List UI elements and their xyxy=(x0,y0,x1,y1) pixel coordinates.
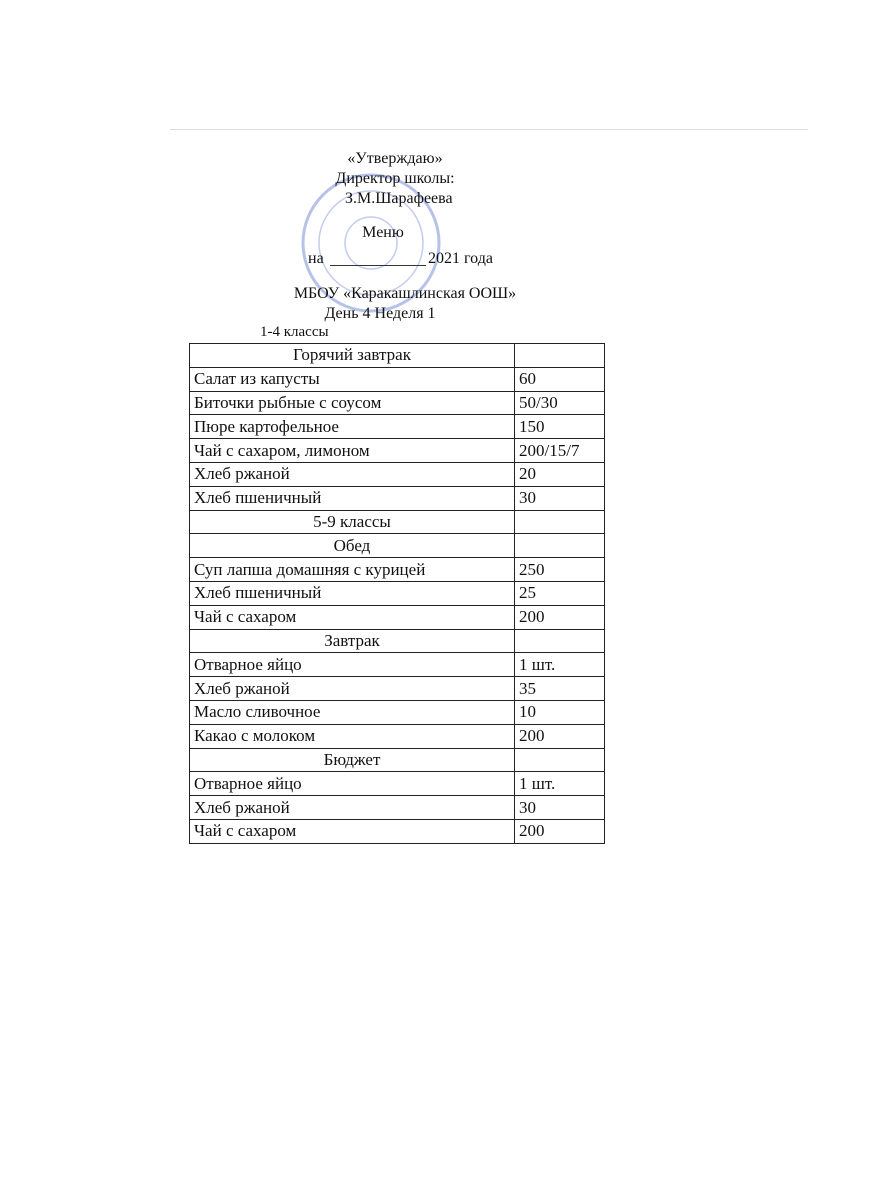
amount-cell: 20 xyxy=(514,461,605,487)
amount-cell: 200/15/7 xyxy=(514,438,605,463)
amount-cell: 150 xyxy=(514,414,605,440)
dish-cell: Чай с сахаром, лимоном xyxy=(189,438,515,463)
dish-cell: Хлеб ржаной xyxy=(189,795,515,820)
amount-cell: 1 шт. xyxy=(514,652,605,678)
dish-cell: Отварное яйцо xyxy=(189,652,515,678)
section-cell: Обед xyxy=(189,533,515,559)
amount-cell: 30 xyxy=(514,485,605,511)
dish-cell: Салат из капусты xyxy=(189,366,515,392)
empty-cell xyxy=(514,509,605,535)
empty-cell xyxy=(514,343,605,368)
table-row: Какао с молоком 200 xyxy=(189,723,605,749)
table-row: Отварное яйцо 1 шт. xyxy=(189,771,605,797)
table-row: Завтрак xyxy=(189,628,605,654)
amount-cell: 25 xyxy=(514,580,605,606)
dish-cell: Хлеб пшеничный xyxy=(189,580,515,606)
amount-cell: 50/30 xyxy=(514,390,605,416)
table-row: Хлеб ржаной 35 xyxy=(189,676,605,701)
menu-title: Меню xyxy=(362,224,404,241)
table-row: Салат из капусты 60 xyxy=(189,366,605,392)
table-row: Чай с сахаром 200 xyxy=(189,604,605,630)
section-cell: Горячий завтрак xyxy=(189,343,515,368)
table-row: 5-9 классы xyxy=(189,509,605,535)
dish-cell: Биточки рыбные с соусом xyxy=(189,390,515,416)
table-row: Хлеб пшеничный 25 xyxy=(189,580,605,606)
dish-cell: Масло сливочное xyxy=(189,699,515,725)
director-name: З.М.Шарафеева xyxy=(345,190,453,207)
dish-cell: Чай с сахаром xyxy=(189,604,515,630)
table-row: Обед xyxy=(189,533,605,559)
amount-cell: 60 xyxy=(514,366,605,392)
table-row: Биточки рыбные с соусом 50/30 xyxy=(189,390,605,416)
grade: 1-4 классы xyxy=(260,324,329,340)
table-row: Хлеб ржаной 30 xyxy=(189,795,605,820)
table-row: Хлеб ржаной 20 xyxy=(189,461,605,487)
date-blank xyxy=(330,265,426,266)
amount-cell: 35 xyxy=(514,676,605,701)
date-prefix: на xyxy=(308,250,324,267)
dish-cell: Хлеб ржаной xyxy=(189,461,515,487)
amount-cell: 10 xyxy=(514,699,605,725)
dish-cell: Хлеб пшеничный xyxy=(189,485,515,511)
stamp xyxy=(301,173,441,313)
menu-table: Горячий завтрак Салат из капусты 60 Биточки… xyxy=(189,343,605,844)
dish-cell: Отварное яйцо xyxy=(189,771,515,797)
position: Директор школы: xyxy=(335,170,455,187)
table-row: Чай с сахаром 200 xyxy=(189,818,605,844)
dish-cell: Пюре картофельное xyxy=(189,414,515,440)
table-row: Горячий завтрак xyxy=(189,343,605,368)
school: МБОУ «Каракашлинская ООШ» xyxy=(293,285,517,302)
dish-cell: Какао с молоком xyxy=(189,723,515,749)
section-cell: Завтрак xyxy=(189,628,515,654)
table-row: Пюре картофельное 150 xyxy=(189,414,605,440)
amount-cell: 1 шт. xyxy=(514,771,605,797)
table-row: Суп лапша домашняя с курицей 250 xyxy=(189,557,605,582)
empty-cell xyxy=(514,628,605,654)
empty-cell xyxy=(514,747,605,773)
dish-cell: Хлеб ржаной xyxy=(189,676,515,701)
section-cell: Бюджет xyxy=(189,747,515,773)
amount-cell: 200 xyxy=(514,818,605,844)
amount-cell: 200 xyxy=(514,723,605,749)
section-cell: 5-9 классы xyxy=(189,509,515,535)
table-row: Масло сливочное 10 xyxy=(189,699,605,725)
empty-cell xyxy=(514,533,605,559)
table-row: Хлеб пшеничный 30 xyxy=(189,485,605,511)
approve: «Утверждаю» xyxy=(347,150,443,167)
day: День 4 Неделя 1 xyxy=(324,305,436,322)
top-rule xyxy=(170,129,808,130)
dish-cell: Чай с сахаром xyxy=(189,818,515,844)
dish-cell: Суп лапша домашняя с курицей xyxy=(189,557,515,582)
table-row: Чай с сахаром, лимоном 200/15/7 xyxy=(189,438,605,463)
date-suffix: 2021 года xyxy=(428,250,493,267)
table-row: Отварное яйцо 1 шт. xyxy=(189,652,605,678)
amount-cell: 200 xyxy=(514,604,605,630)
table-row: Бюджет xyxy=(189,747,605,773)
amount-cell: 30 xyxy=(514,795,605,820)
amount-cell: 250 xyxy=(514,557,605,582)
